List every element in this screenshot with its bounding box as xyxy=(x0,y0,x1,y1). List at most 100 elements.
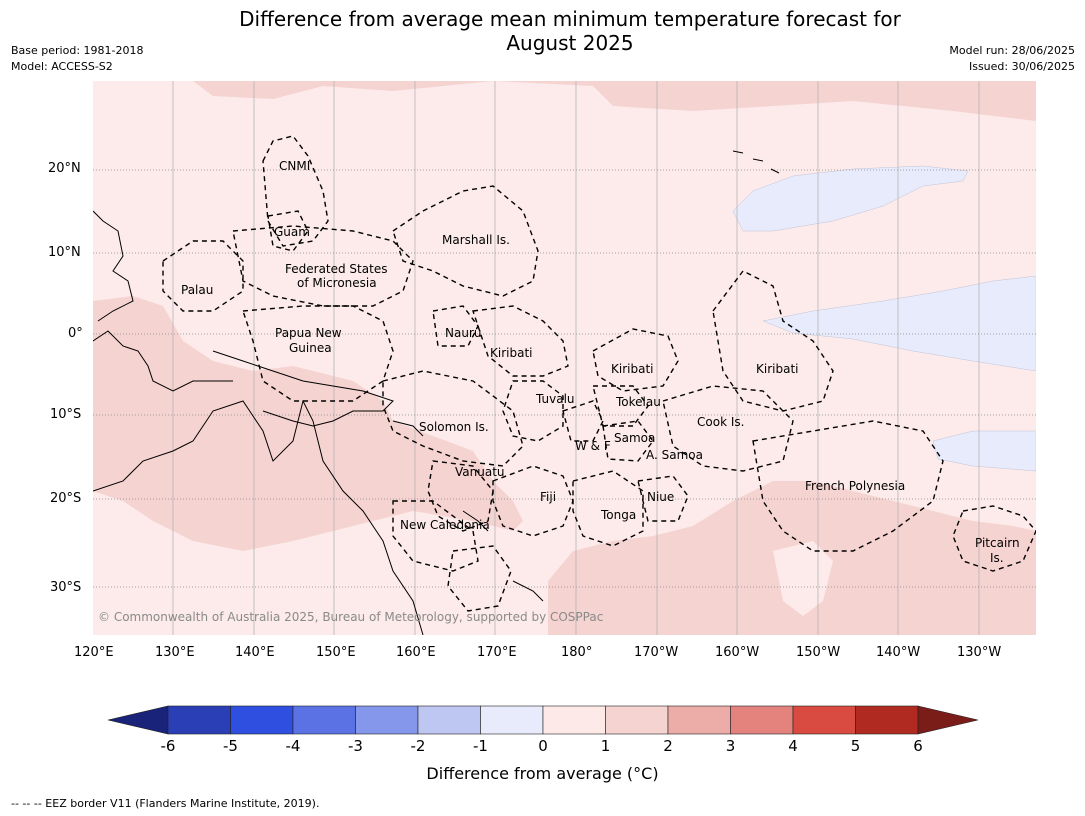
colorbar-tick-label: 6 xyxy=(913,737,923,755)
lat-tick-0: 0° xyxy=(68,326,83,341)
coastline-borneo-sulawesi xyxy=(93,330,233,392)
colorbar-segment xyxy=(730,705,794,735)
eez-new-caledonia xyxy=(392,500,479,572)
lon-tick-130w: 130°W xyxy=(957,645,1002,660)
eez-kiribati-phoenix xyxy=(592,328,679,392)
colorbar-segment xyxy=(355,705,419,735)
colorbar-tick-label: -1 xyxy=(473,737,488,755)
eez-fiji xyxy=(492,465,574,537)
lon-tick-170w: 170°W xyxy=(634,645,679,660)
anomaly-1-to-2-west xyxy=(93,296,523,551)
eez-marshall xyxy=(392,185,539,297)
colorbar-extend-high xyxy=(917,705,979,735)
eez-nauru xyxy=(432,305,479,347)
lon-tick-120e: 120°E xyxy=(74,645,114,660)
region-label-pitcairn-1: Pitcairn xyxy=(975,536,1020,550)
region-label-png-2: Guinea xyxy=(289,341,332,355)
region-label-new-caledonia: New Caledonia xyxy=(400,518,490,532)
colorbar-segment xyxy=(542,705,606,735)
colorbar-title: Difference from average (°C) xyxy=(426,764,659,783)
copyright-notice: © Commonwealth of Australia 2025, Bureau… xyxy=(98,610,604,624)
lon-tick-150w: 150°W xyxy=(796,645,841,660)
title-line-1: Difference from average mean minimum tem… xyxy=(239,7,901,31)
region-label-fsm-2: of Micronesia xyxy=(297,276,377,290)
anomaly-1-to-2-north xyxy=(193,81,1036,121)
colorbar-segment xyxy=(792,705,856,735)
region-label-kiribati-east: Kiribati xyxy=(756,362,799,376)
lat-tick-20n: 20°N xyxy=(48,161,81,176)
colorbar-tick-label: -2 xyxy=(410,737,426,755)
eez-french-polynesia xyxy=(752,420,944,552)
region-label-niue: Niue xyxy=(647,490,675,504)
region-label-fsm-1: Federated States xyxy=(285,262,388,276)
eez-vanuatu xyxy=(427,460,494,532)
map-canvas xyxy=(93,81,1036,635)
eez-palau xyxy=(162,240,244,312)
coastline-solomon xyxy=(392,420,424,437)
title-line-2: August 2025 xyxy=(506,31,634,55)
region-label-nauru: Nauru xyxy=(445,326,482,340)
eez-fsm xyxy=(232,225,414,307)
eez-borders xyxy=(162,135,1036,612)
colorbar-extend-low xyxy=(107,705,169,735)
lon-tick-180: 180° xyxy=(561,645,593,660)
colorbar-segment xyxy=(417,705,481,735)
lon-tick-160e: 160°E xyxy=(396,645,436,660)
coastline-australia xyxy=(93,399,424,635)
model-name: Model: ACCESS-S2 xyxy=(11,60,113,73)
lon-tick-140w: 140°W xyxy=(876,645,921,660)
eez-tuvalu xyxy=(502,380,564,442)
region-label-palau: Palau xyxy=(181,283,214,297)
map-panel xyxy=(93,81,1036,635)
eez-kiribati-gilbert xyxy=(472,305,569,377)
colorbar-tick-label: -5 xyxy=(223,737,238,755)
anomaly-minus1-to-0-hawaii xyxy=(732,165,969,232)
colorbar-segment xyxy=(480,705,544,735)
meridians xyxy=(172,81,980,635)
colorbar-tick-label: -3 xyxy=(348,737,363,755)
region-label-samoa: Samoa xyxy=(614,431,656,445)
colorbar-tick-label: -4 xyxy=(285,737,301,755)
region-label-pitcairn-2: Is. xyxy=(990,551,1004,565)
parallels xyxy=(93,169,1036,588)
lon-tick-140e: 140°E xyxy=(235,645,275,660)
coastlines xyxy=(93,150,780,635)
region-label-american-samoa: A. Samoa xyxy=(646,448,703,462)
model-run: Model run: 28/06/2025 xyxy=(949,44,1075,57)
issued-date: Issued: 30/06/2025 xyxy=(968,60,1075,73)
lat-tick-20s: 20°S xyxy=(50,491,82,506)
lon-tick-160w: 160°W xyxy=(715,645,760,660)
region-label-french-polynesia: French Polynesia xyxy=(805,479,906,493)
eez-guam xyxy=(267,210,309,252)
eez-samoa xyxy=(602,420,654,462)
region-label-tokelau: Tokelau xyxy=(616,395,661,409)
region-label-kiribati-west: Kiribati xyxy=(490,346,533,360)
map-title: Difference from average mean minimum tem… xyxy=(170,7,970,55)
colorbar-tick-label: 0 xyxy=(538,737,548,755)
colorbar-segment xyxy=(855,705,919,735)
region-label-cook: Cook Is. xyxy=(697,415,745,429)
colorbar-segment xyxy=(167,705,231,735)
colorbar-tick-label: 3 xyxy=(725,737,736,755)
eez-pitcairn xyxy=(952,505,1036,572)
colorbar-segment xyxy=(230,705,294,735)
eez-cnmi xyxy=(262,135,329,247)
region-label-wallis-futuna: W & F xyxy=(575,439,611,453)
region-label-fiji: Fiji xyxy=(540,490,557,504)
eez-wallis-futuna xyxy=(562,400,604,442)
region-label-vanuatu: Vanuatu xyxy=(455,465,505,479)
lat-tick-30s: 30°S xyxy=(50,580,82,595)
colorbar-tick-label: 4 xyxy=(788,737,798,755)
anomaly-minus1-to-0-southeast xyxy=(932,430,1036,472)
colorbar-tick-label: 1 xyxy=(600,737,611,755)
eez-kiribati-line xyxy=(712,270,834,412)
base-period: Base period: 1981-2018 xyxy=(11,44,144,57)
colorbar-segment xyxy=(292,705,356,735)
colorbar xyxy=(107,705,979,735)
eez-png xyxy=(242,305,394,402)
eez-cook xyxy=(662,385,794,472)
lat-tick-10s: 10°S xyxy=(50,407,82,422)
region-label-cnmi: CNMI xyxy=(279,159,311,173)
region-label-guam: Guam xyxy=(274,225,310,239)
meta-left: Base period: 1981-2018 Model: ACCESS-S2 xyxy=(11,43,143,75)
